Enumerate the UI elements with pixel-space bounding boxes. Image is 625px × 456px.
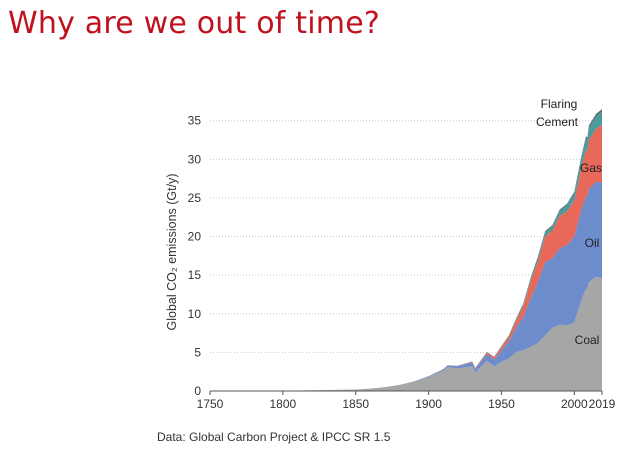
y-tick-label-0: 0: [194, 384, 201, 398]
series-label-cement: Cement: [536, 115, 579, 129]
y-tick-label-20: 20: [188, 230, 202, 244]
series-label-flaring: Flaring: [541, 97, 578, 111]
grid-lines: [210, 120, 602, 353]
x-tick-label-2019: 2019: [589, 397, 616, 411]
slide-title: Why are we out of time?: [8, 6, 380, 41]
x-tick-label-1900: 1900: [415, 397, 442, 411]
series-label-coal: Coal: [575, 333, 600, 347]
y-tick-label-15: 15: [188, 268, 202, 282]
stacked-areas: [210, 109, 602, 391]
y-tick-label-10: 10: [188, 307, 202, 321]
y-tick-label-5: 5: [194, 345, 201, 359]
data-source-note: Data: Global Carbon Project & IPCC SR 1.…: [157, 430, 391, 444]
x-tick-label-1750: 1750: [197, 397, 224, 411]
x-tick-label-1950: 1950: [488, 397, 515, 411]
y-tick-label-25: 25: [188, 191, 202, 205]
series-labels: Flaring Cement Gas Oil Coal: [536, 97, 602, 347]
area-coal: [210, 276, 602, 391]
y-tick-label-30: 30: [188, 152, 202, 166]
x-tick-label-2000: 2000: [561, 397, 588, 411]
series-label-oil: Oil: [585, 236, 600, 250]
series-label-gas: Gas: [580, 161, 602, 175]
y-tick-label-35: 35: [188, 114, 202, 128]
y-axis-label: Global CO₂ emissions (Gt/y): [165, 174, 179, 331]
axes: 1750 1800 1850 1900 1950 2000 2019 0 5 10 15 20 25 30…: [165, 114, 616, 411]
x-tick-label-1800: 1800: [270, 397, 297, 411]
x-tick-label-1850: 1850: [342, 397, 369, 411]
